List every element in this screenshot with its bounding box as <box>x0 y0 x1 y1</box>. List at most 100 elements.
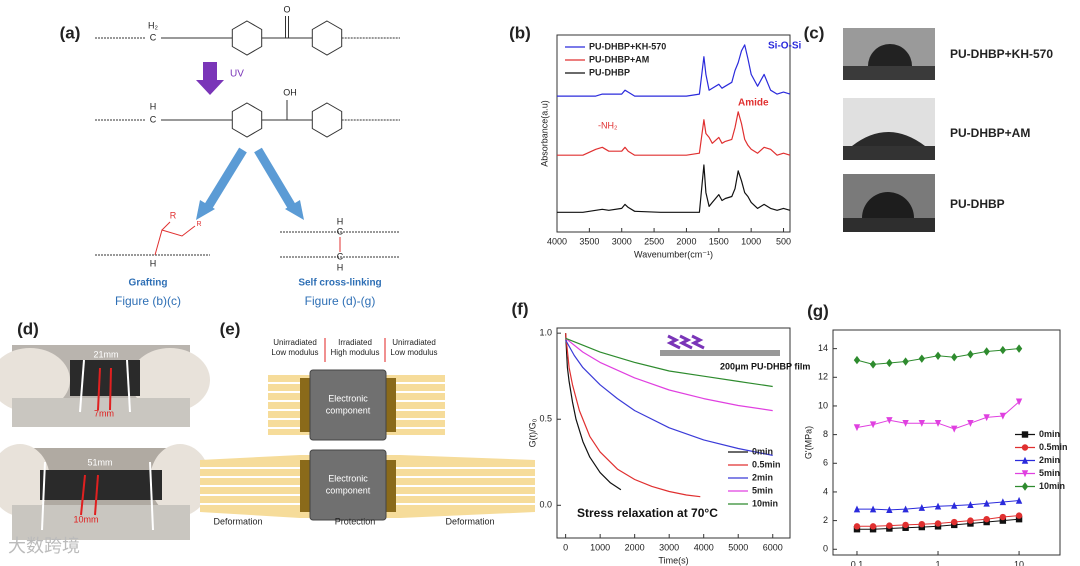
marker <box>967 350 974 359</box>
chip <box>309 449 387 521</box>
marker <box>869 505 877 513</box>
marker <box>1021 482 1029 491</box>
zone-state: Unirradiated <box>392 338 436 347</box>
legend-label: 0min <box>752 446 773 456</box>
y-tick-label: 12 <box>818 372 828 382</box>
x-tick-label: 1 <box>936 559 941 566</box>
marker <box>999 345 1007 355</box>
marker <box>1021 456 1029 464</box>
mark-line <box>97 367 101 411</box>
panel-label: (e) <box>220 319 241 338</box>
marker <box>853 355 861 365</box>
gauge-line <box>126 359 131 413</box>
marker <box>967 517 974 524</box>
marker <box>918 520 926 528</box>
annotation: 200μm PU-DHBP film <box>720 361 810 371</box>
uv-arrow <box>196 62 224 95</box>
mark-line <box>109 367 112 411</box>
series-line <box>557 111 791 156</box>
x-tick-label: 2500 <box>644 236 664 246</box>
marker <box>1021 470 1029 478</box>
atom: C <box>150 114 157 124</box>
ruler <box>12 398 190 427</box>
marker <box>967 419 974 427</box>
x-tick-label: 10 <box>1014 559 1024 566</box>
panel-label: (c) <box>804 23 825 42</box>
region-label: Protection <box>335 516 376 526</box>
reaction-scheme <box>95 16 400 258</box>
atom: H <box>150 101 157 111</box>
series-line <box>565 333 701 498</box>
zone-modulus: Low modulus <box>271 348 318 357</box>
legend-label: 5min <box>752 485 773 495</box>
atom: R <box>196 221 201 228</box>
annotation: Stress relaxation at 70°C <box>577 506 718 520</box>
finger <box>130 348 210 412</box>
plot-frame <box>556 34 791 233</box>
plot-frame <box>556 327 791 539</box>
y-axis-label: G'(MPa) <box>803 426 813 459</box>
legend-label: PU-DHBP+AM <box>589 54 649 64</box>
x-tick-label: 1000 <box>741 236 761 246</box>
marker <box>918 354 926 363</box>
gauge-label: 51mm <box>87 457 112 467</box>
x-axis-label: Time(s) <box>658 555 688 565</box>
gauge-line <box>41 461 46 531</box>
panel-label: (g) <box>807 301 829 320</box>
legend-label: 0.5min <box>752 459 781 469</box>
x-axis-label: Wavenumber(cm⁻¹) <box>634 249 713 259</box>
film-icon <box>660 334 780 356</box>
region-label: Deformation <box>445 516 494 526</box>
pins <box>300 378 312 432</box>
x-tick-label: 2000 <box>625 542 645 552</box>
substrate <box>843 146 935 160</box>
x-tick-label: 500 <box>776 236 791 246</box>
gauge-line <box>79 359 85 413</box>
mark-label: 7mm <box>94 408 114 418</box>
panel-label: (b) <box>509 23 531 42</box>
substrate <box>843 66 935 80</box>
zone-modulus: Low modulus <box>390 348 437 357</box>
y-tick-label: 2 <box>823 515 828 525</box>
mark-label: 10mm <box>73 514 98 524</box>
x-tick-label: 0.1 <box>851 559 864 566</box>
marker <box>983 414 990 422</box>
zone-state: Irradiated <box>338 338 372 347</box>
legend-label: 2min <box>752 472 773 482</box>
marker <box>999 513 1007 521</box>
mark-line <box>80 474 86 516</box>
atom: H <box>150 258 157 268</box>
marker <box>1015 496 1023 504</box>
component-label: Electronic <box>328 473 368 483</box>
marker <box>1015 344 1023 353</box>
series-line <box>557 164 791 213</box>
x-tick-label: 4000 <box>547 236 567 246</box>
legend-label: PU-DHBP <box>589 67 630 77</box>
atom: C <box>150 32 157 42</box>
marker <box>983 499 990 507</box>
marker <box>886 506 893 514</box>
pins <box>384 460 396 512</box>
benzene-ring <box>311 102 343 138</box>
chip <box>309 369 387 441</box>
marker <box>951 425 958 433</box>
marker <box>918 504 926 511</box>
marker <box>886 522 893 529</box>
marker <box>853 505 861 513</box>
benzene-ring <box>231 102 263 138</box>
marker <box>1015 512 1023 519</box>
marker <box>951 353 958 362</box>
x-tick-label: 3000 <box>659 542 679 552</box>
series-line <box>557 44 791 97</box>
device-diagram <box>200 338 535 521</box>
route-name: Grafting <box>129 278 168 289</box>
annotation: Si-O-Si <box>768 41 802 52</box>
watermark: 大数跨境 <box>8 536 80 556</box>
route-arrow <box>204 147 247 210</box>
film <box>660 350 780 356</box>
marker <box>934 419 942 427</box>
finger <box>0 348 70 412</box>
droplet <box>868 44 912 66</box>
route-arrow-head <box>285 200 304 220</box>
